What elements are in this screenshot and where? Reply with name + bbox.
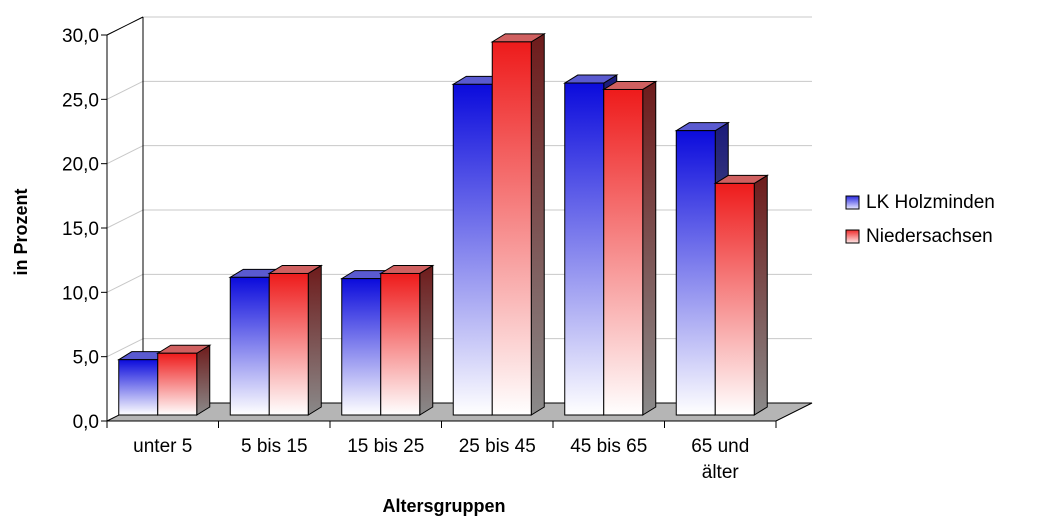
bar-front [268,272,309,416]
y-tick-label: 20,0 [62,155,99,176]
bar [601,80,658,416]
y-tick-labels: 0,0 5,0 10,0 15,0 20,0 25,0 30,0 [62,26,99,433]
bar-front [157,352,198,416]
bar-side [419,264,434,416]
x-tick-label: 45 bis 65 [570,436,647,457]
y-tick-label: 10,0 [62,283,99,304]
x-tick-label: 25 bis 45 [459,436,536,457]
y-tick-label: 30,0 [62,26,99,47]
bar [378,264,435,416]
y-tick-label: 25,0 [62,90,99,111]
gridline-diagonal [106,80,144,100]
bar-front [491,41,532,416]
bars [116,32,770,416]
bar-front [675,130,716,416]
bar-front [603,88,644,416]
gridline-diagonal [106,145,144,165]
gridline-diagonal [106,338,144,358]
bar [490,32,547,416]
y-axis-title: in Prozent [11,188,31,275]
bar [713,174,770,416]
bar [267,264,324,416]
bar-front [118,359,159,416]
gridline-diagonal [106,273,144,293]
legend-swatch-lk-holzminden [845,195,860,210]
x-tick-labels: unter 5 5 bis 15 15 bis 25 25 bis 45 45 bis … [133,436,749,483]
bar-front [452,83,493,416]
legend-label-lk-holzminden: LK Holzminden [866,192,995,213]
y-tick-label: 5,0 [73,348,99,369]
legend: LK Holzminden Niedersachsen [845,192,995,247]
legend-swatch-niedersachsen [845,229,860,244]
bar-front [380,272,421,416]
x-tick-label: unter 5 [133,436,192,457]
y-tick-label: 0,0 [73,412,99,433]
bar-side [307,264,322,416]
gridline-diagonal [106,209,144,229]
bar-front [714,182,755,416]
bar-side [196,344,211,416]
x-axis-title: Altersgruppen [382,496,505,516]
bar [155,344,212,416]
legend-label-niedersachsen: Niedersachsen [866,226,993,247]
x-tick-label: 5 bis 15 [241,436,308,457]
x-tick-label: 65 und älter [691,436,749,483]
bar-front [229,276,270,416]
bar-side [642,80,657,416]
y-tick-label: 15,0 [62,219,99,240]
back-wall-top-edge [106,16,144,36]
x-tick-label: 15 bis 25 [347,436,424,457]
bar-front [341,278,382,416]
bar-front [564,82,605,416]
bar-side [753,174,768,416]
bar-side [530,32,545,416]
